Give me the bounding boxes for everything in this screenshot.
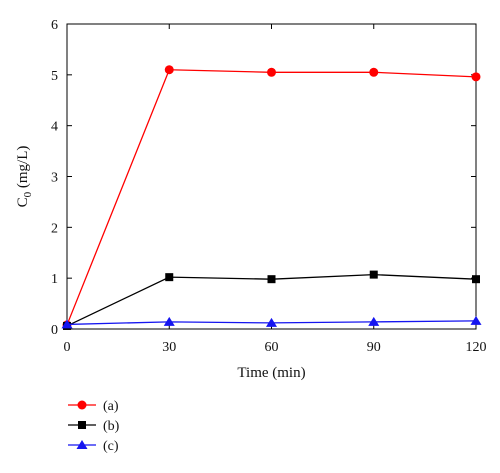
series-triangle: [61, 315, 482, 329]
y-tick-label: 4: [51, 120, 58, 135]
data-point: [470, 315, 482, 325]
legend: (a) (b) (c): [68, 399, 120, 454]
y-axis-title-subscript: 0: [22, 191, 34, 197]
y-tick-label: 6: [51, 18, 58, 33]
data-point: [61, 319, 73, 329]
data-point: [369, 67, 379, 77]
y-tick-label: 0: [51, 323, 58, 338]
series-line: [66, 69, 477, 326]
axis-ticks: 0 30 60 90 120 0 1 2 3 4 5 6: [51, 18, 487, 355]
legend-label: (a): [103, 399, 119, 414]
y-tick-label: 2: [51, 221, 58, 236]
x-tick-label: 60: [265, 340, 279, 355]
y-tick-label: 3: [51, 171, 58, 186]
x-axis-title: Time (min): [237, 365, 305, 381]
data-point: [369, 270, 378, 279]
legend-entry: (b): [68, 419, 120, 434]
legend-entry: (c): [68, 439, 119, 454]
data-point: [164, 65, 174, 75]
legend-label: (b): [103, 419, 120, 434]
legend-marker: [77, 400, 87, 410]
x-tick-label: 90: [367, 340, 381, 355]
legend-marker: [76, 440, 88, 449]
data-point: [368, 316, 380, 326]
y-axis-title-main: C: [15, 197, 31, 207]
data-point: [472, 275, 480, 284]
data-point: [163, 316, 175, 326]
x-tick-label: 120: [466, 340, 487, 355]
data-series: [61, 65, 482, 330]
data-point: [165, 273, 174, 282]
data-point: [267, 275, 276, 284]
data-point: [266, 317, 277, 327]
y-tick-label: 5: [51, 69, 58, 84]
x-tick-label: 0: [64, 340, 71, 355]
y-axis-title: C0 (mg/L): [15, 146, 34, 208]
legend-label: (c): [103, 439, 119, 454]
series-circle: [62, 65, 481, 330]
data-point: [471, 72, 481, 82]
legend-entry: (a): [68, 399, 119, 414]
y-axis-title-unit: (mg/L): [15, 146, 31, 192]
data-point: [267, 67, 276, 77]
legend-marker: [78, 421, 86, 429]
x-tick-label: 30: [162, 340, 176, 355]
y-tick-label: 1: [51, 272, 58, 287]
